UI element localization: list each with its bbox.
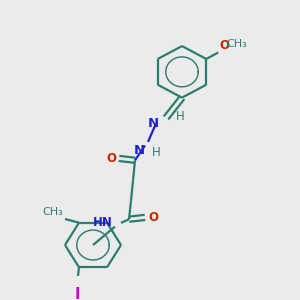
- Text: O: O: [148, 211, 158, 224]
- Text: H: H: [176, 110, 185, 123]
- Text: N: N: [134, 144, 145, 157]
- Text: CH₃: CH₃: [42, 207, 63, 217]
- Text: CH₃: CH₃: [226, 39, 247, 49]
- Text: I: I: [74, 287, 80, 300]
- Text: N: N: [148, 117, 159, 130]
- Text: O: O: [106, 152, 116, 165]
- Text: HN: HN: [93, 216, 113, 230]
- Text: H: H: [152, 146, 161, 158]
- Text: O: O: [219, 39, 229, 52]
